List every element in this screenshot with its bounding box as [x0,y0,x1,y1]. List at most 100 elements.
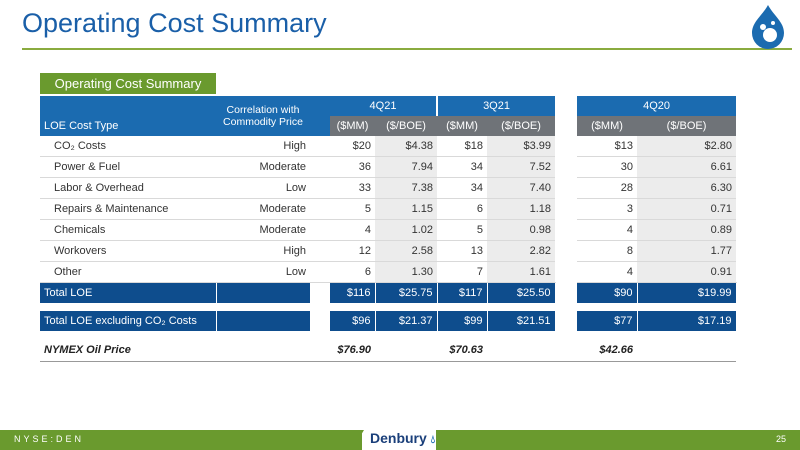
cell-4q20-boe: 6.61 [637,156,737,178]
cell-3q21-boe: 7.52 [487,156,556,178]
table-row: Repairs & Maintenance Moderate 5 1.15 6 … [40,198,737,220]
cell-4q20-boe: 1.77 [637,240,737,262]
cell-4q21-mm: 6 [330,261,375,283]
row-correlation: Low [216,261,310,283]
total-ex-3q21-mm: $99 [437,311,488,331]
cell-4q20-mm: 3 [577,198,638,220]
page-number: 25 [775,434,786,444]
nymex-row: NYMEX Oil Price $76.90 $70.63 $42.66 [40,339,737,362]
cell-4q21-boe: 1.30 [375,261,438,283]
footer-bar-left [0,430,362,450]
row-label: Other [40,261,216,283]
cell-4q20-mm: 4 [577,261,638,283]
total-4q20-mm: $90 [577,282,638,303]
cell-4q21-boe: 7.94 [375,156,438,178]
total-ex-4q21-mm: $96 [330,311,376,331]
cell-4q21-boe: 1.02 [375,219,438,241]
cell-3q21-boe: $3.99 [487,136,556,157]
header-boe: ($/BOE) [487,116,556,136]
nymex-4q21: $76.90 [330,339,375,362]
total-ex-3q21-boe: $21.51 [487,311,556,331]
total-4q20-boe: $19.99 [637,282,737,303]
nymex-4q20: $42.66 [577,339,638,362]
total-ex-co2-row: Total LOE excluding CO₂ Costs $96 $21.37… [40,311,737,331]
title-divider [22,48,792,50]
total-3q21-boe: $25.50 [487,282,556,303]
cell-3q21-boe: 0.98 [487,219,556,241]
cell-3q21-mm: 7 [437,261,488,283]
cell-4q20-mm: 30 [577,156,638,178]
cell-4q21-mm: 33 [330,177,375,199]
cell-4q21-mm: 36 [330,156,375,178]
table-row: Chemicals Moderate 4 1.02 5 0.98 4 0.89 [40,219,737,241]
row-label: CO₂ Costs [40,136,216,157]
cell-4q21-boe: 2.58 [375,240,438,262]
header-mm: ($MM) [577,116,638,136]
cell-3q21-boe: 7.40 [487,177,556,199]
cell-4q21-mm: $20 [330,136,375,157]
cell-4q20-boe: 0.71 [637,198,737,220]
row-label: Repairs & Maintenance [40,198,216,220]
table-row: Workovers High 12 2.58 13 2.82 8 1.77 [40,240,737,262]
cell-3q21-boe: 1.18 [487,198,556,220]
slide-title: Operating Cost Summary [22,8,327,38]
header-period-row: LOE Cost Type Correlation with Commodity… [40,96,737,136]
total-3q21-mm: $117 [437,282,488,303]
header-boe: ($/BOE) [637,116,737,136]
row-correlation: High [216,136,310,157]
table-row: CO₂ Costs High $20 $4.38 $18 $3.99 $13 $… [40,136,737,157]
cell-4q20-boe: 0.91 [637,261,737,283]
total-ex-4q21-boe: $21.37 [375,311,438,331]
total-ex-4q20-boe: $17.19 [637,311,737,331]
cell-4q21-boe: 1.15 [375,198,438,220]
cell-4q20-mm: $13 [577,136,638,157]
header-cost-type: LOE Cost Type [40,96,216,136]
header-period-4q21: 4Q21 [330,96,439,116]
ticker-symbol: NYSE:DEN [14,434,85,444]
total-4q21-boe: $25.75 [375,282,438,303]
nymex-3q21: $70.63 [437,339,488,362]
footer-bar-right [436,430,800,450]
header-mm: ($MM) [330,116,375,136]
section-tab: Operating Cost Summary [40,73,216,94]
nymex-label: NYMEX Oil Price [40,339,216,362]
cell-4q20-mm: 8 [577,240,638,262]
row-label: Labor & Overhead [40,177,216,199]
cell-3q21-mm: 13 [437,240,488,262]
row-correlation: Low [216,177,310,199]
header-period-4q20: 4Q20 [577,96,737,116]
operating-cost-table: LOE Cost Type Correlation with Commodity… [40,96,737,362]
cell-3q21-boe: 1.61 [487,261,556,283]
brand-name: Denbury [370,430,427,446]
row-correlation: Moderate [216,219,310,241]
brand-logo: Denbury 💧︎ [370,430,435,447]
table-row: Labor & Overhead Low 33 7.38 34 7.40 28 … [40,177,737,199]
row-label: Power & Fuel [40,156,216,178]
total-4q21-mm: $116 [330,282,376,303]
footer-notch-left [352,430,364,450]
row-label: Workovers [40,240,216,262]
cell-3q21-mm: 6 [437,198,488,220]
cell-3q21-mm: 5 [437,219,488,241]
cell-4q21-mm: 5 [330,198,375,220]
header-unit-row: ($MM) ($/BOE) ($MM) ($/BOE) ($MM) ($/BOE… [40,116,737,136]
cell-4q20-mm: 4 [577,219,638,241]
denbury-drop-logo-icon [752,5,784,49]
cell-4q20-boe: 0.89 [637,219,737,241]
table-row: Other Low 6 1.30 7 1.61 4 0.91 [40,261,737,283]
cell-4q20-boe: $2.80 [637,136,737,157]
total-ex-4q20-mm: $77 [577,311,638,331]
cell-3q21-mm: 34 [437,177,488,199]
total-label: Total LOE [40,282,217,303]
header-period-3q21: 3Q21 [437,96,556,116]
cell-4q21-mm: 12 [330,240,375,262]
cell-3q21-mm: $18 [437,136,488,157]
header-correlation: Correlation with Commodity Price [216,96,310,136]
total-loe-row: Total LOE $116 $25.75 $117 $25.50 $90 $1… [40,282,737,303]
cell-4q20-mm: 28 [577,177,638,199]
row-correlation: Moderate [216,198,310,220]
header-boe: ($/BOE) [375,116,438,136]
cell-4q21-boe: 7.38 [375,177,438,199]
cell-4q21-mm: 4 [330,219,375,241]
brand-drop-icon: 💧︎ [430,434,436,446]
